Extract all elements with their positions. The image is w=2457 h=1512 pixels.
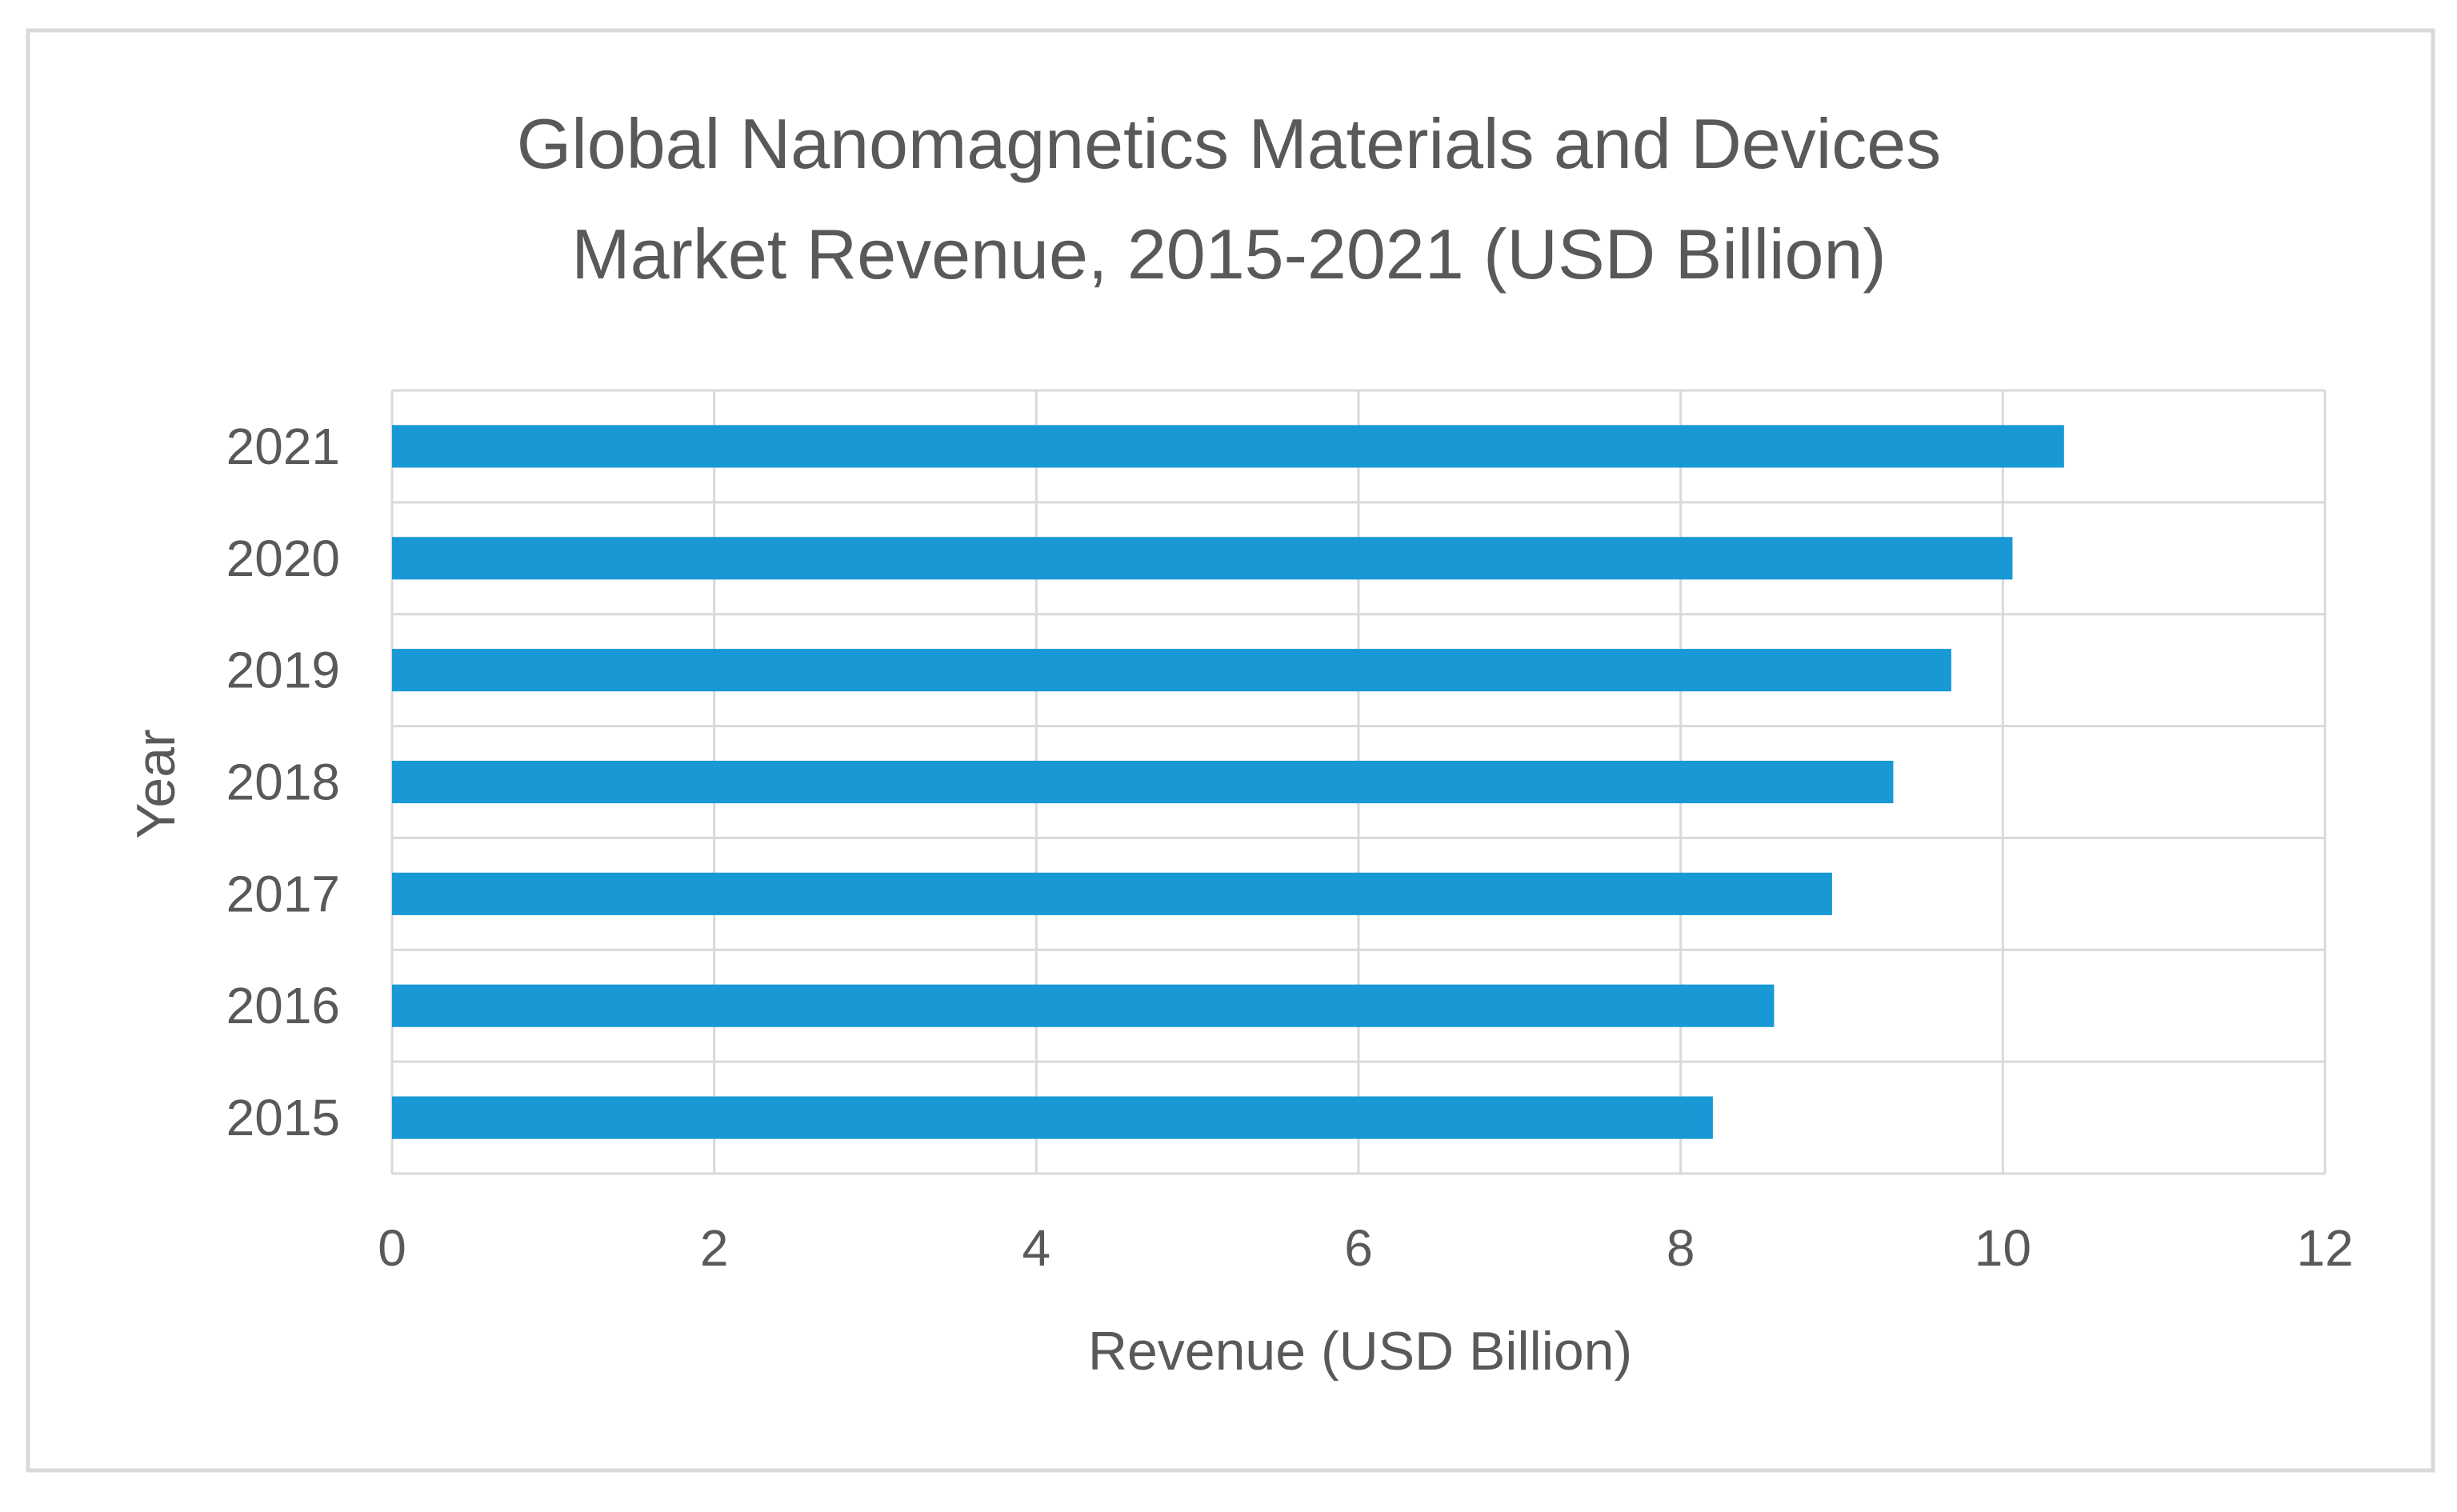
bar-2015: [392, 1096, 1713, 1139]
x-tick-label: 10: [1975, 1219, 2031, 1277]
y-axis-title: Year: [126, 729, 186, 838]
y-tick-label-2020: 2020: [226, 530, 340, 587]
grid: [390, 389, 2327, 1175]
y-tick-label-2018: 2018: [226, 754, 340, 811]
chart-border: [26, 28, 2435, 1473]
x-tick-label: 6: [1344, 1219, 1373, 1277]
x-tick-label: 2: [700, 1219, 729, 1277]
bar-2016: [392, 984, 1775, 1027]
chart-title-line-1: Global Nanomagnetics Materials and Devic…: [517, 104, 1941, 183]
x-tick-label: 0: [378, 1219, 406, 1277]
bars: [392, 425, 2064, 1139]
bar-2019: [392, 649, 1951, 692]
x-tick-label: 4: [1022, 1219, 1051, 1277]
y-tick-label-2019: 2019: [226, 642, 340, 699]
y-axis-tick-labels: 2015 2016 2017 2018 2019 2020 2021: [226, 418, 340, 1146]
bar-2018: [392, 760, 1894, 804]
x-tick-label: 8: [1667, 1219, 1695, 1277]
y-tick-label-2016: 2016: [226, 977, 340, 1034]
bar-2021: [392, 425, 2064, 468]
chart-title-line-2: Market Revenue, 2015-2021 (USD Billion): [571, 214, 1886, 294]
x-axis-title: Revenue (USD Billion): [1088, 1321, 1632, 1382]
x-axis-tick-labels: 0 2 4 6 8 10 12: [378, 1219, 2353, 1277]
y-tick-label-2021: 2021: [226, 418, 340, 475]
bar-2017: [392, 872, 1832, 915]
x-tick-label: 12: [2296, 1219, 2353, 1277]
y-tick-label-2015: 2015: [226, 1089, 340, 1146]
bar-2020: [392, 537, 2013, 580]
y-tick-label-2017: 2017: [226, 865, 340, 922]
